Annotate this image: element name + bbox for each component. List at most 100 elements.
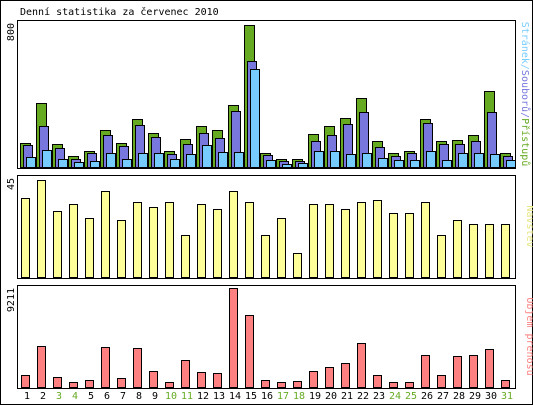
bar-strnek-day-18 <box>298 163 308 168</box>
bar-strnek-day-2 <box>42 150 52 168</box>
bar-panel3-day-31 <box>501 380 510 388</box>
bar-strnek-day-8 <box>138 153 148 168</box>
legend-entry-3: Přístupů <box>519 118 531 166</box>
x-tick-label-day-2: 2 <box>40 391 46 402</box>
bar-strnek-day-24 <box>394 160 404 168</box>
x-tick-label-day-3: 3 <box>56 391 62 402</box>
bar-panel2-day-27 <box>437 235 446 278</box>
x-tick-label-day-29: 29 <box>469 391 481 402</box>
x-tick-label-day-21: 21 <box>341 391 353 402</box>
bar-panel2-day-10 <box>165 202 174 278</box>
bar-strnek-day-4 <box>74 162 84 168</box>
x-tick-label-day-9: 9 <box>152 391 158 402</box>
x-tick-label-day-25: 25 <box>405 391 417 402</box>
chart-title: Denní statistika za červenec 2010 <box>20 6 219 18</box>
bar-panel2-day-11 <box>181 235 190 278</box>
bar-panel3-day-11 <box>181 360 190 388</box>
bar-strnek-day-13 <box>218 152 228 168</box>
x-tick-label-day-10: 10 <box>165 391 177 402</box>
bar-panel3-day-19 <box>309 371 318 388</box>
bar-panel2-day-7 <box>117 220 126 278</box>
x-tick-label-day-12: 12 <box>197 391 209 402</box>
bar-panel2-day-19 <box>309 204 318 278</box>
x-tick-label-day-13: 13 <box>213 391 225 402</box>
bar-panel3-day-20 <box>325 367 334 388</box>
x-tick-label-day-30: 30 <box>485 391 497 402</box>
right-label-2: Návštěv <box>524 205 533 247</box>
x-tick-label-day-11: 11 <box>181 391 193 402</box>
bar-panel2-day-4 <box>69 204 78 278</box>
bar-panel3-day-27 <box>437 375 446 388</box>
bar-strnek-day-17 <box>282 164 292 168</box>
x-tick-label-day-26: 26 <box>421 391 433 402</box>
bar-panel3-day-15 <box>245 315 254 388</box>
x-tick-label-day-1: 1 <box>24 391 30 402</box>
bar-strnek-day-9 <box>154 153 164 168</box>
x-tick-label-day-17: 17 <box>277 391 289 402</box>
bar-panel3-day-21 <box>341 363 350 388</box>
bar-panel3-day-14 <box>229 288 238 388</box>
bar-strnek-day-15 <box>250 69 260 168</box>
bar-panel2-day-21 <box>341 209 350 278</box>
x-tick-label-day-23: 23 <box>373 391 385 402</box>
bar-strnek-day-31 <box>506 160 516 168</box>
x-tick-label-day-18: 18 <box>293 391 305 402</box>
bar-strnek-day-21 <box>346 154 356 168</box>
bar-panel3-day-29 <box>469 355 478 388</box>
bar-strnek-day-25 <box>410 160 420 168</box>
bar-panel3-day-23 <box>373 375 382 388</box>
bar-panel2-day-9 <box>149 207 158 278</box>
ymax-label-1: 800 <box>6 23 17 41</box>
bar-panel3-day-17 <box>277 382 286 388</box>
bar-strnek-day-7 <box>122 159 132 168</box>
bar-strnek-day-5 <box>90 161 100 168</box>
bar-panel2-day-2 <box>37 180 46 278</box>
bar-strnek-day-22 <box>362 153 372 168</box>
x-tick-label-day-7: 7 <box>120 391 126 402</box>
bar-strnek-day-6 <box>106 153 116 168</box>
bar-panel3-day-4 <box>69 382 78 388</box>
bar-panel2-day-15 <box>245 202 254 278</box>
bar-panel2-day-29 <box>469 224 478 278</box>
bar-panel3-day-24 <box>389 382 398 388</box>
bar-panel2-day-17 <box>277 218 286 278</box>
bar-panel2-day-30 <box>485 224 494 278</box>
x-tick-label-day-4: 4 <box>72 391 78 402</box>
bar-panel2-day-31 <box>501 224 510 278</box>
bar-panel3-day-13 <box>213 373 222 388</box>
x-tick-label-day-27: 27 <box>437 391 449 402</box>
bar-panel2-day-5 <box>85 218 94 278</box>
x-tick-label-day-28: 28 <box>453 391 465 402</box>
bar-panel3-day-9 <box>149 371 158 388</box>
bar-panel3-day-22 <box>357 343 366 388</box>
bar-panel3-day-2 <box>37 346 46 388</box>
bar-panel3-day-16 <box>261 380 270 388</box>
bar-panel2-day-3 <box>53 211 62 278</box>
bar-strnek-day-10 <box>170 159 180 168</box>
right-label-3: Objem přenosu <box>524 297 533 375</box>
panel-frame-3 <box>17 285 516 389</box>
x-tick-label-day-5: 5 <box>88 391 94 402</box>
bar-panel2-day-22 <box>357 202 366 278</box>
bar-panel3-day-25 <box>405 382 414 388</box>
bar-strnek-day-14 <box>234 152 244 168</box>
bar-panel2-day-20 <box>325 204 334 278</box>
bar-strnek-day-3 <box>58 159 68 168</box>
bar-panel2-day-14 <box>229 191 238 278</box>
bar-panel3-day-18 <box>293 381 302 388</box>
bar-panel2-day-25 <box>405 213 414 278</box>
x-tick-label-day-22: 22 <box>357 391 369 402</box>
bar-panel2-day-23 <box>373 200 382 278</box>
bar-panel2-day-18 <box>293 253 302 278</box>
bar-panel3-day-1 <box>21 375 30 388</box>
x-tick-label-day-16: 16 <box>261 391 273 402</box>
bar-panel3-day-12 <box>197 372 206 388</box>
bar-strnek-day-30 <box>490 154 500 168</box>
bar-panel3-day-28 <box>453 356 462 388</box>
bar-panel2-day-1 <box>21 198 30 278</box>
bar-panel2-day-12 <box>197 204 206 278</box>
x-tick-label-day-14: 14 <box>229 391 241 402</box>
x-tick-label-day-24: 24 <box>389 391 401 402</box>
right-label-1: Stránek/Souborů/Přístupů <box>519 22 531 167</box>
